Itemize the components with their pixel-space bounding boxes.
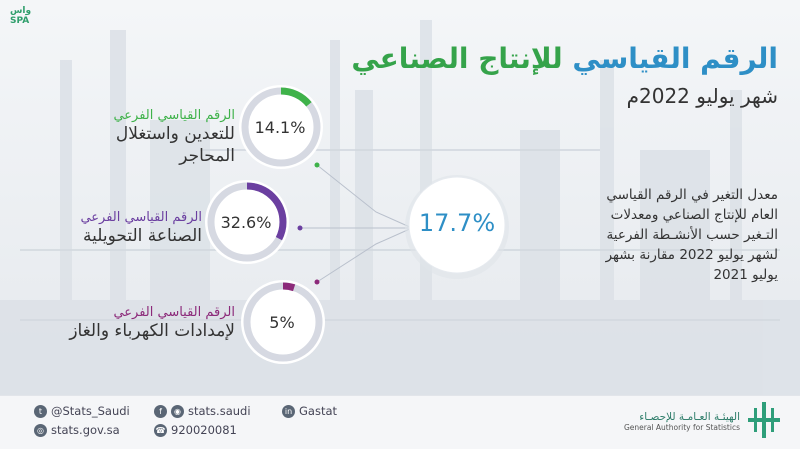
globe-icon: ◎ [34, 423, 47, 437]
connector-dot-2 [297, 225, 303, 231]
linkedin-icon: in [282, 404, 295, 418]
twitter-icon: t [34, 404, 47, 418]
label-mining-big: للتعدين واستغلال المحاجر [115, 124, 235, 166]
footer [0, 395, 800, 449]
label-manufacturing: الرقم القياسي الفرعي الصناعة التحويلية [80, 210, 202, 247]
gastat-logo-icon [748, 402, 780, 438]
website-url: stats.gov.sa [51, 423, 120, 437]
connector-line-3 [316, 227, 413, 283]
instagram-icon: ◉ [171, 404, 184, 418]
agency-name-en: General Authority for Statistics [623, 423, 740, 432]
ring-progress-arc [243, 282, 323, 362]
agency-name: الهيئـة العـامـة للإحصـاء General Author… [624, 411, 740, 432]
social-handle: stats.saudi [188, 404, 251, 418]
linkedin-handle: Gastat [299, 404, 338, 418]
connector-dot-1 [314, 162, 320, 168]
title-part-1: الرقم القياسي [572, 42, 778, 75]
facebook-icon: f [154, 404, 167, 418]
spa-logo: واس SPA [10, 6, 50, 32]
logo-text-bottom: SPA [10, 16, 30, 26]
phone-link[interactable]: ☎ 920020081 [154, 423, 237, 437]
label-electricity-big: لإمدادات الكهرباء والغاز [69, 321, 235, 341]
website-link[interactable]: ◎ stats.gov.sa [34, 423, 120, 437]
title-part-2: للإنتاج الصناعي [351, 42, 563, 75]
phone-icon: ☎ [154, 423, 167, 437]
ring-progress-arc [241, 87, 321, 167]
ring-electricity [241, 280, 325, 364]
ring-manufacturing [205, 180, 289, 264]
label-mining-small: الرقم القياسي الفرعي [113, 108, 235, 123]
twitter-handle: @Stats_Saudi [51, 404, 130, 418]
value-electricity: 5% [269, 313, 295, 332]
total-circle [408, 176, 506, 274]
ring-mining [239, 85, 323, 169]
value-manufacturing: 32.6% [220, 213, 272, 232]
connector-dot-3 [314, 279, 320, 285]
label-manufacturing-small: الرقم القياسي الفرعي [80, 210, 202, 225]
total-value: 17.7% [418, 209, 496, 237]
label-electricity-small: الرقم القياسي الفرعي [113, 305, 235, 320]
page-subtitle: شهر يوليو 2022م [626, 84, 778, 108]
linkedin-link[interactable]: in Gastat [282, 404, 337, 418]
value-mining: 14.1% [254, 118, 306, 137]
ring-background [205, 180, 289, 264]
description-text: معدل التغير في الرقم القياسي العام للإنت… [605, 187, 778, 283]
twitter-link[interactable]: t @Stats_Saudi [34, 404, 130, 418]
logo-text-top: واس [10, 6, 32, 16]
label-electricity: الرقم القياسي الفرعي لإمدادات الكهرباء و… [69, 305, 235, 342]
connector-line-1 [316, 164, 413, 229]
label-mining: الرقم القياسي الفرعي للتعدين واستغلال ال… [85, 108, 235, 167]
ring-background [241, 280, 325, 364]
agency-name-ar: الهيئـة العـامـة للإحصـاء [639, 411, 740, 423]
label-manufacturing-big: الصناعة التحويلية [82, 226, 202, 246]
social-link[interactable]: f ◉ stats.saudi [154, 404, 251, 418]
ring-background [239, 85, 323, 169]
ring-progress-arc [207, 182, 287, 262]
page-title: الرقم القياسي للإنتاج الصناعي [351, 42, 778, 75]
phone-number: 920020081 [171, 423, 237, 437]
